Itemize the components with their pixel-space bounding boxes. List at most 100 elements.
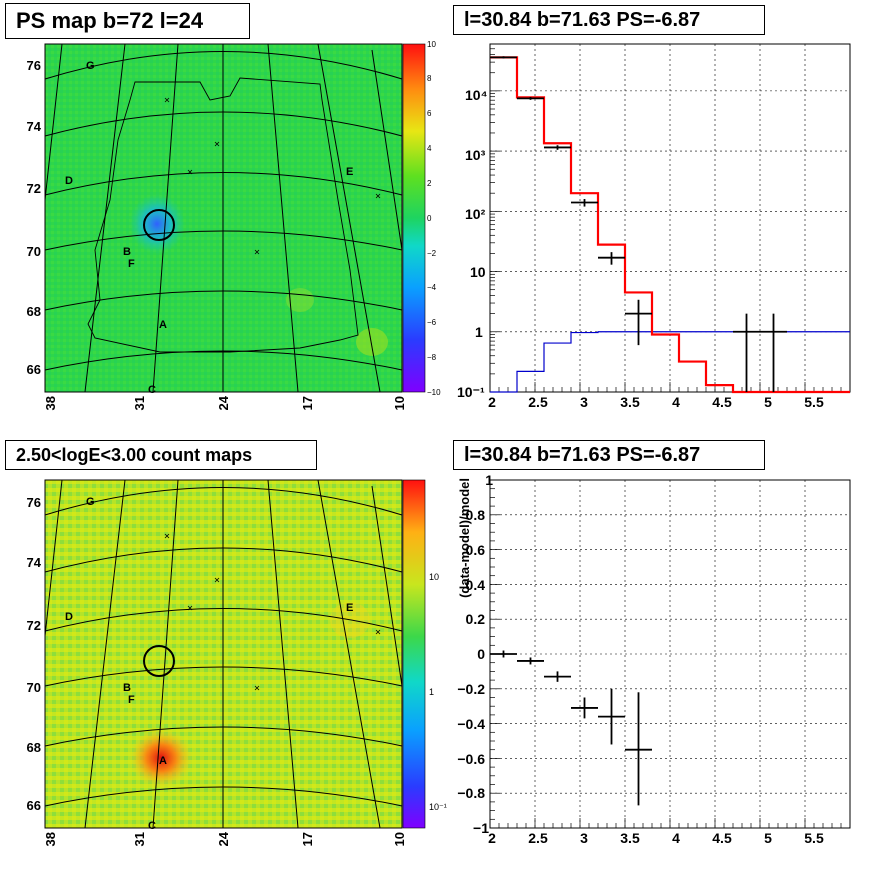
x-tick-label: 24 bbox=[216, 395, 231, 410]
count-map-panel: G D E B F A C 76 74 72 70 68 66 38 31 24 bbox=[27, 479, 447, 846]
y-tick-label: −1 bbox=[473, 820, 489, 836]
count-colorbar-labels: 10 1 10⁻¹ bbox=[429, 572, 447, 812]
source-marker bbox=[214, 141, 220, 147]
spectrum-panel: 10⁴ 10³ 10² 10 1 10⁻¹ 2 2.5 3 3.5 4 4.5 … bbox=[457, 43, 851, 410]
x-tick-label: 4.5 bbox=[712, 394, 732, 410]
residual-y-axis-label: (data-model)/model bbox=[457, 478, 472, 598]
spectrum-y-tick-labels: 10⁴ 10³ 10² 10 1 10⁻¹ bbox=[457, 87, 488, 400]
graticule-lon-line bbox=[267, 43, 299, 393]
ps-map-markers bbox=[164, 97, 381, 255]
x-tick-label: 38 bbox=[43, 832, 58, 846]
source-marker bbox=[254, 685, 260, 691]
count-map-x-tick-labels: 38 31 24 17 10 bbox=[43, 831, 407, 846]
y-tick-label: 68 bbox=[27, 304, 41, 319]
count-map-frame bbox=[44, 479, 403, 829]
y-tick-label: 10⁻¹ bbox=[457, 384, 485, 400]
y-tick-label: 0.2 bbox=[466, 611, 486, 627]
source-marker bbox=[164, 97, 170, 103]
y-tick-label: 0 bbox=[477, 646, 485, 662]
x-tick-label: 2 bbox=[488, 830, 496, 846]
source-label-d: D bbox=[65, 611, 73, 623]
y-tick-label: −0.4 bbox=[457, 716, 485, 732]
y-tick-label: 72 bbox=[27, 181, 41, 196]
colorbar-tick-label: 0 bbox=[427, 214, 432, 223]
source-marker bbox=[164, 533, 170, 539]
colorbar-tick-label: −4 bbox=[427, 283, 437, 292]
y-tick-label: 66 bbox=[27, 798, 41, 813]
ps-map-warm-patch bbox=[356, 328, 388, 356]
colorbar-tick-label: 10 bbox=[429, 572, 439, 582]
ps-map-panel: G D E B F A C 76 74 72 70 68 66 38 31 24 bbox=[27, 40, 442, 410]
y-tick-label: −0.8 bbox=[457, 785, 485, 801]
y-tick-label: 10² bbox=[465, 206, 486, 222]
panel-title-residuals: l=30.84 b=71.63 PS=-6.87 bbox=[453, 440, 765, 470]
x-tick-label: 2.5 bbox=[528, 830, 548, 846]
graticule-lon-line bbox=[44, 479, 63, 637]
residual-x-tick-labels: 2 2.5 3 3.5 4 4.5 5 5.5 bbox=[488, 830, 824, 846]
y-tick-label: 66 bbox=[27, 362, 41, 377]
y-tick-label: 74 bbox=[27, 555, 42, 570]
graticule-lon-line bbox=[317, 43, 381, 393]
colorbar-tick-label: 6 bbox=[427, 109, 432, 118]
source-label-g: G bbox=[86, 496, 95, 508]
source-label-c: C bbox=[148, 384, 156, 396]
colorbar-tick-label: 4 bbox=[427, 144, 432, 153]
ps-map-x-tick-labels: 38 31 24 17 10 bbox=[43, 395, 407, 410]
x-tick-label: 5.5 bbox=[804, 830, 824, 846]
colorbar-tick-label: 2 bbox=[427, 179, 432, 188]
y-tick-label: 74 bbox=[27, 119, 42, 134]
x-tick-label: 31 bbox=[132, 832, 147, 846]
source-label-a: A bbox=[159, 319, 167, 331]
y-tick-label: 70 bbox=[27, 680, 41, 695]
y-tick-label: 0.4 bbox=[466, 577, 486, 593]
panel-title-count-map: 2.50<logE<3.00 count maps bbox=[5, 440, 317, 470]
x-tick-label: 31 bbox=[132, 396, 147, 410]
y-tick-label: −0.2 bbox=[457, 681, 485, 697]
y-tick-label: 10⁴ bbox=[465, 87, 488, 103]
source-marker bbox=[375, 193, 381, 199]
source-label-f: F bbox=[128, 694, 135, 706]
residual-y-tick-labels: 1 0.8 0.6 0.4 0.2 0 −0.2 −0.4 −0.6 −0.8 … bbox=[457, 472, 493, 836]
graticule-lon-line bbox=[44, 43, 63, 201]
source-label-d: D bbox=[65, 175, 73, 187]
x-tick-label: 5 bbox=[764, 394, 772, 410]
y-tick-label: 10³ bbox=[465, 147, 486, 163]
colorbar-tick-label: −10 bbox=[427, 388, 441, 397]
x-tick-label: 3.5 bbox=[620, 394, 640, 410]
total-model-step-line bbox=[490, 56, 850, 394]
y-tick-label: −0.6 bbox=[457, 751, 485, 767]
y-tick-label: 0.8 bbox=[466, 507, 486, 523]
graticule-lon-line bbox=[152, 479, 179, 829]
y-tick-label: 10 bbox=[470, 264, 486, 280]
count-map-graticule bbox=[44, 479, 403, 829]
graticule-lon-line bbox=[371, 49, 403, 251]
graticule-lon-line bbox=[84, 479, 126, 829]
y-tick-label: 0.6 bbox=[466, 542, 486, 558]
ps-map-source-labels: G D E B F A C bbox=[65, 60, 353, 396]
graticule-lon-line bbox=[267, 479, 299, 829]
source-marker bbox=[187, 169, 193, 175]
residual-marks bbox=[490, 650, 652, 806]
y-tick-label: 68 bbox=[27, 740, 41, 755]
x-tick-label: 17 bbox=[300, 396, 315, 410]
graticule-lon-line bbox=[152, 43, 179, 393]
source-label-g: G bbox=[86, 60, 95, 72]
y-tick-label: 72 bbox=[27, 618, 41, 633]
y-tick-label: 76 bbox=[27, 58, 41, 73]
y-tick-label: 1 bbox=[485, 472, 493, 488]
ps-map-y-tick-labels: 76 74 72 70 68 66 bbox=[27, 58, 42, 377]
source-marker bbox=[214, 577, 220, 583]
colorbar-tick-label: −8 bbox=[427, 353, 437, 362]
spectrum-frame bbox=[489, 43, 851, 393]
source-label-a: A bbox=[159, 755, 167, 767]
x-tick-label: 3.5 bbox=[620, 830, 640, 846]
x-tick-label: 10 bbox=[392, 396, 407, 410]
x-tick-label: 2 bbox=[488, 394, 496, 410]
panel-title-ps-map: PS map b=72 l=24 bbox=[5, 3, 250, 39]
residual-panel: (data-model)/model 1 0.8 0.6 0.4 0.2 0 −… bbox=[457, 472, 851, 846]
source-label-b: B bbox=[123, 682, 131, 694]
graticule-lon-line bbox=[371, 485, 403, 687]
count-colorbar bbox=[402, 479, 426, 829]
count-map-target-circle bbox=[143, 645, 175, 677]
count-map-markers bbox=[164, 533, 381, 691]
